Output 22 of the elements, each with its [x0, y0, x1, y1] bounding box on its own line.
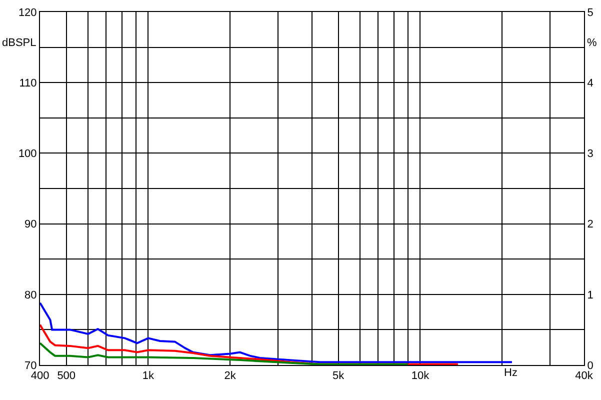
x-tick-label: 40k: [575, 370, 594, 382]
x-tick-label: 400: [30, 370, 50, 382]
y-tick-label: 70: [24, 360, 37, 372]
y-tick-label: 110: [19, 77, 37, 90]
y2-tick-label: 3: [587, 148, 594, 160]
y2-tick-label: 2: [587, 218, 594, 231]
y2-tick-label: 4: [587, 77, 594, 90]
x-tick-label: 500: [57, 370, 76, 382]
x-tick-label: 2k: [224, 370, 236, 382]
x-axis-title: Hz: [504, 367, 518, 379]
y2-tick-label: 1: [587, 289, 594, 302]
y-tick-label: 120: [18, 6, 37, 19]
x-tick-label: 5k: [332, 370, 345, 382]
y2-tick-label: 5: [587, 6, 594, 19]
x-tick-label: 1k: [142, 370, 155, 382]
y-tick-label: 80: [24, 289, 37, 302]
y-tick-label: 90: [24, 218, 37, 231]
y2-axis-title: %: [587, 37, 597, 49]
x-tick-label: 10k: [411, 370, 430, 382]
y2-tick-label: 0: [587, 360, 594, 372]
y-axis-title: dBSPL: [2, 37, 36, 49]
y-tick-label: 100: [18, 148, 37, 160]
